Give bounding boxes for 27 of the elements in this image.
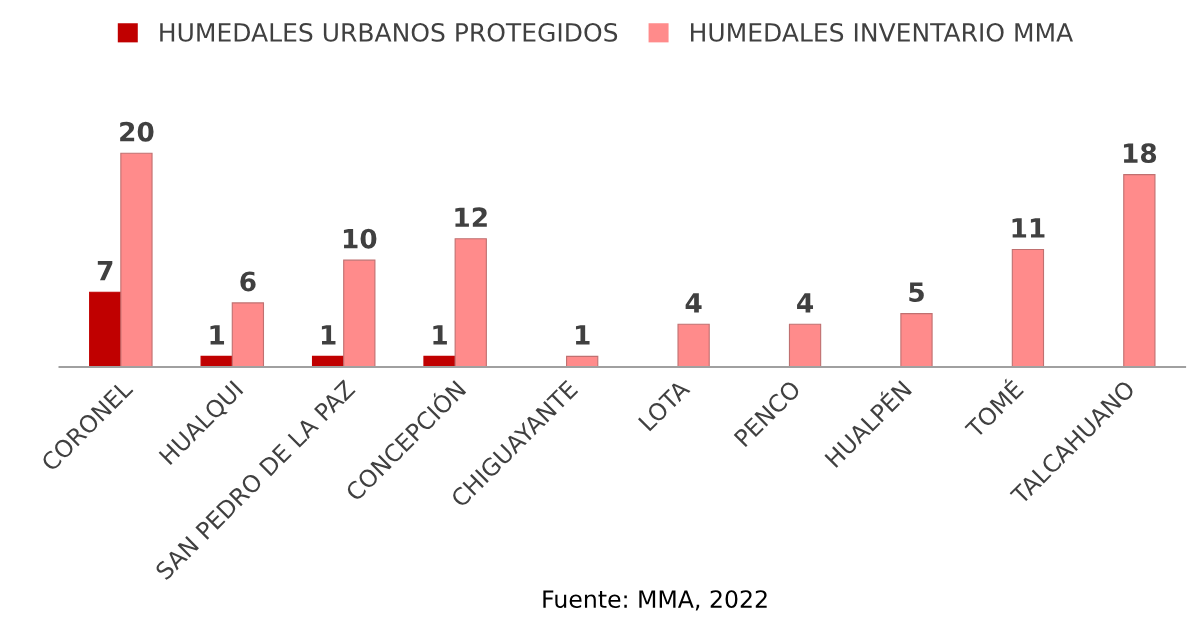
source-note: Fuente: MMA, 2022 xyxy=(543,590,767,611)
bar xyxy=(1123,174,1156,368)
data-label: 11 xyxy=(1012,218,1045,238)
bar xyxy=(89,291,122,368)
bar xyxy=(1011,248,1045,368)
data-label: 4 xyxy=(685,293,702,313)
data-label: 4 xyxy=(797,293,814,313)
data-label: 5 xyxy=(909,282,924,303)
bar xyxy=(788,323,822,368)
bar xyxy=(231,302,265,368)
bar xyxy=(343,259,376,368)
data-label: 1 xyxy=(575,325,590,345)
legend-label: HUMEDALES INVENTARIO MMA xyxy=(691,22,1073,42)
data-label: 1 xyxy=(433,325,447,345)
data-label: 1 xyxy=(321,325,336,345)
legend-label: HUMEDALES URBANOS PROTEGIDOS xyxy=(160,22,618,42)
bar xyxy=(454,238,487,368)
bar xyxy=(677,323,710,368)
data-label: 10 xyxy=(343,228,377,249)
data-label: 6 xyxy=(240,271,256,292)
bar xyxy=(120,152,153,368)
bar xyxy=(900,313,933,368)
data-label: 20 xyxy=(120,121,154,142)
data-label: 1 xyxy=(210,325,225,345)
data-label: 7 xyxy=(97,261,113,281)
data-label: 18 xyxy=(1123,143,1157,164)
data-label: 12 xyxy=(455,207,487,227)
